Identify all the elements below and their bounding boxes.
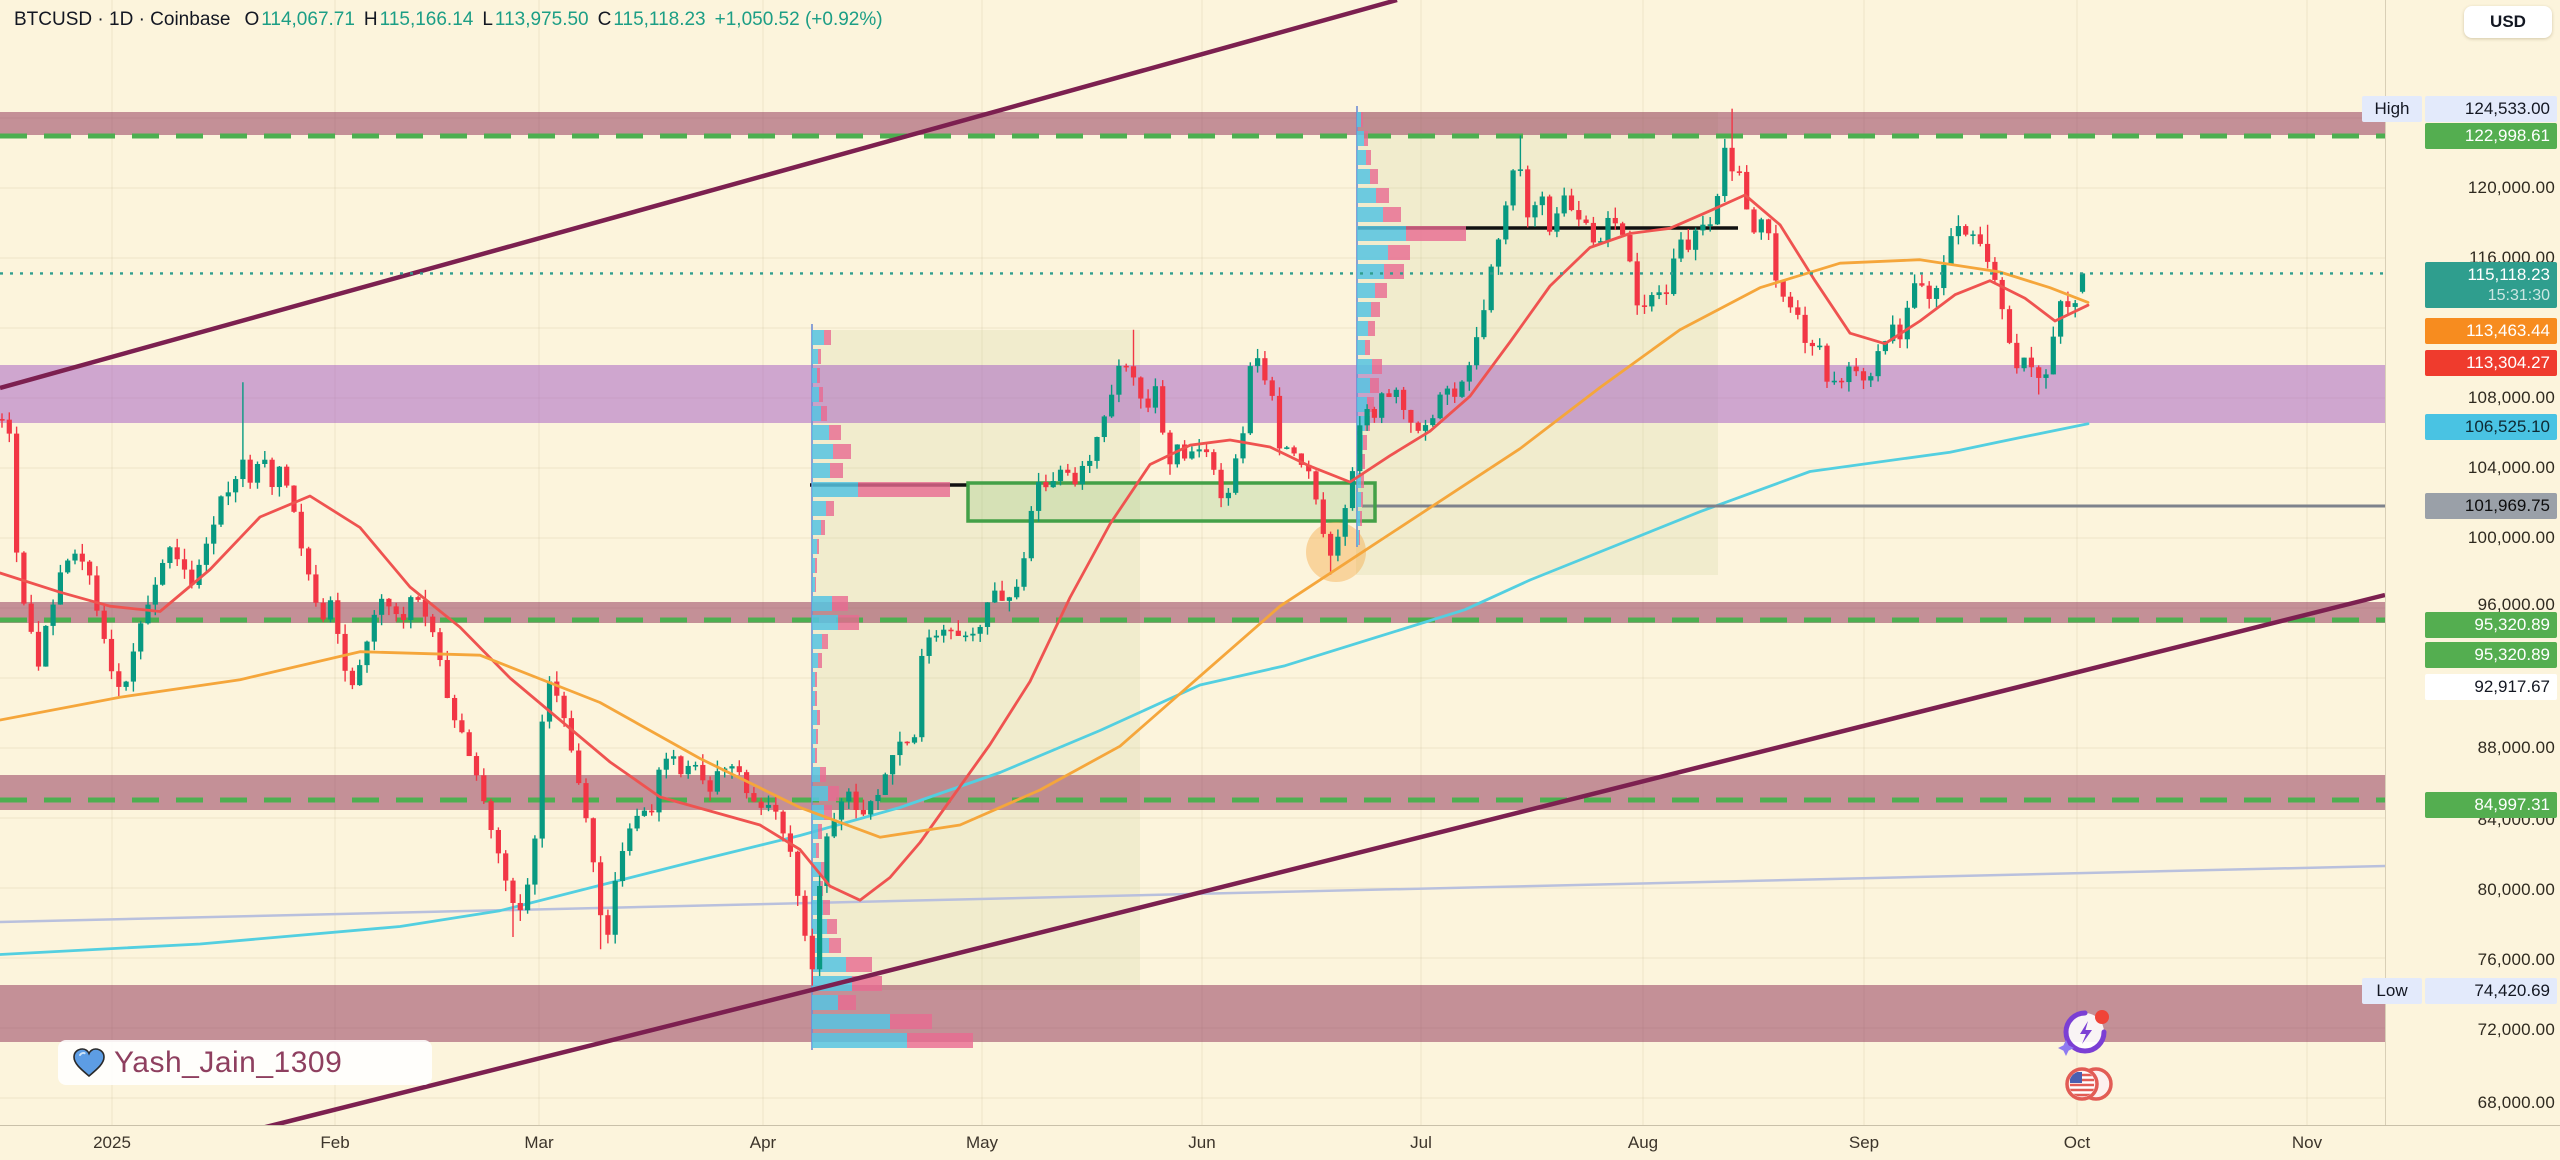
open-value: 114,067.71 [261,9,355,30]
price-label-badge: 124,533.00 [2425,96,2557,122]
symbol-header[interactable]: BTCUSD · 1D · Coinbase O 114,067.71 H 115,… [14,8,892,32]
watermark-text: Yash_Jain_1309 [114,1045,343,1079]
aqua-ma-line [0,422,2090,956]
blue-heart-icon [73,1047,105,1077]
symbol-title[interactable]: BTCUSD · 1D · Coinbase [14,9,231,30]
time-tick-feb: Feb [320,1133,350,1152]
orange-ma-line [0,258,2090,839]
price-label-badge: 92,917.67 [2425,674,2557,700]
candles [0,108,2086,986]
price-label-badge: 84,997.31 [2425,792,2557,818]
chart-event-icons[interactable] [2052,1008,2122,1108]
price-label-badge: 74,420.69 [2425,978,2557,1004]
time-tick-may: May [965,1133,999,1152]
low-marker-label: Low [2362,978,2422,1004]
price-label-badge: 101,969.75 [2425,493,2557,519]
channel-trendlines[interactable] [0,0,2386,1134]
currency-toggle-button[interactable]: USD [2464,6,2552,38]
price-axis[interactable]: 120,000.00 116,000.00 108,000.00 104,000.00… [2362,0,2560,1125]
price-tick: 68,000.00 [2477,1093,2555,1112]
price-label-badge: 95,320.89 [2425,642,2557,668]
time-tick-jul: Jul [1410,1133,1432,1152]
price-label-badge: 122,998.61 [2425,123,2557,149]
high-value: 115,166.14 [379,9,474,30]
time-tick-jun: Jun [1188,1133,1216,1152]
price-tick: 100,000.00 [2467,528,2555,547]
price-tick: 108,000.00 [2467,388,2555,407]
open-label: O [244,9,260,30]
zone-85k [0,775,2385,810]
time-tick-2025: 2025 [93,1133,131,1152]
price-label-badge: 115,118.23 15:31:30 [2425,262,2557,308]
low-value: 113,975.50 [494,9,589,30]
price-tick: 120,000.00 [2467,178,2555,197]
time-tick-mar: Mar [524,1133,554,1152]
price-tick: 104,000.00 [2467,458,2555,477]
time-tick-apr: Apr [749,1133,777,1152]
green-support-box[interactable] [966,481,1377,523]
gridlines [0,0,2385,1125]
high-marker-label: High [2362,96,2422,122]
alert-dashed-lines [0,133,2385,803]
close-label: C [597,9,612,30]
time-tick-oct: Oct [2063,1133,2091,1152]
price-tick: 76,000.00 [2477,950,2555,969]
time-tick-sep: Sep [1848,1133,1880,1152]
zone-73k [0,985,2385,1042]
price-tick: 96,000.00 [2477,595,2555,614]
price-tick: 80,000.00 [2477,880,2555,899]
high-label: H [363,9,378,30]
time-tick-nov: Nov [2291,1133,2323,1152]
change-value: +1,050.52 (+0.92%) [714,9,883,30]
time-axis[interactable]: 2025 Feb Mar Apr May Jun Jul Aug Sep Oct Nov [0,1125,2560,1160]
author-watermark: Yash_Jain_1309 [58,1040,432,1085]
supply-demand-zones [0,112,2385,1042]
price-tick: 88,000.00 [2477,738,2555,757]
ai-spark-icon[interactable] [2058,1010,2109,1056]
support-zone-108k [0,365,2385,423]
time-tick-aug: Aug [1627,1133,1659,1152]
price-label-badge: 95,320.89 [2425,612,2557,638]
volume-range-boxes [812,112,1718,990]
volume-profile-1 [811,324,973,1050]
close-value: 115,118.23 [613,9,706,30]
price-label-badge: 113,463.44 [2425,318,2557,344]
red-ma-line [0,193,2090,902]
resistance-zone-123k [0,112,2385,135]
price-tick: 72,000.00 [2477,1020,2555,1039]
price-label-badge: 106,525.10 [2425,414,2557,440]
low-label: L [482,9,493,30]
price-label-badge: 113,304.27 [2425,350,2557,376]
us-flag-event-icon[interactable] [2065,1067,2113,1101]
